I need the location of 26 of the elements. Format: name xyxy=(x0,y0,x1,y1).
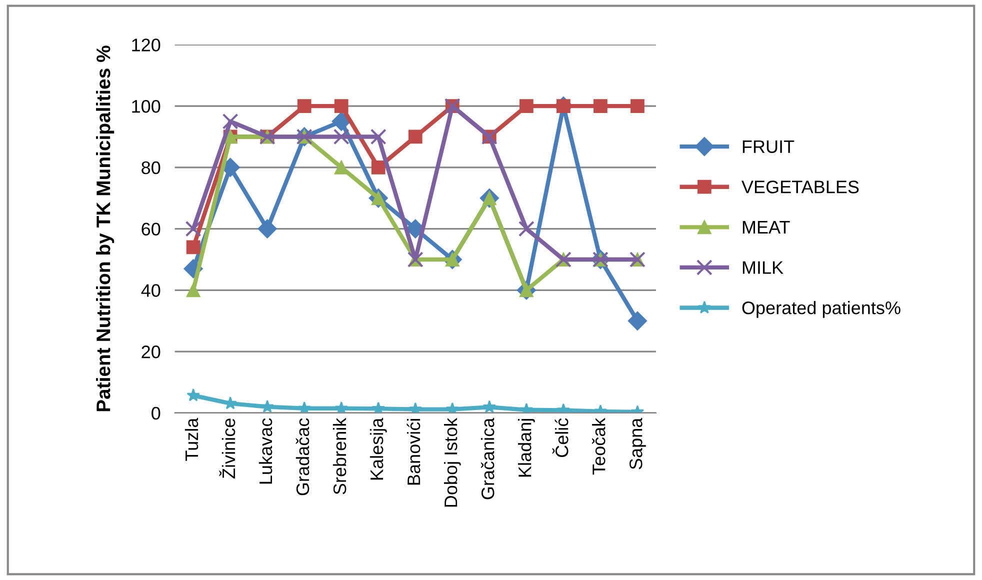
x-tick-label: Banovići xyxy=(406,419,420,485)
x-tick-label: Kalesija xyxy=(370,418,387,480)
x-tick-label: Gračanica xyxy=(480,418,494,500)
y-tick-label: 100 xyxy=(132,100,160,113)
x-tick-label: Živinice xyxy=(219,418,236,478)
x-tick-label: Doboj Istok xyxy=(444,418,461,507)
legend-label: Operated patients% xyxy=(742,301,900,318)
legend-label: FRUIT xyxy=(742,140,794,154)
y-tick-label: 0 xyxy=(152,406,160,420)
x-tick-label: Srebrenik xyxy=(332,418,346,494)
y-tick-label: 20 xyxy=(142,346,160,358)
x-tick-label: Lukavac xyxy=(258,418,272,484)
x-tick-label: Teočak xyxy=(592,418,606,475)
x-tick-label: Sapna xyxy=(630,418,646,470)
y-tick-label: 40 xyxy=(141,284,160,297)
legend-label: MILK xyxy=(742,261,784,274)
legend-label: VEGETABLES xyxy=(742,180,859,194)
legend-label: MEAT xyxy=(742,221,790,234)
y-tick-label: 120 xyxy=(132,38,160,52)
x-tick-label: Tuzla xyxy=(184,418,198,461)
y-tick-label: 60 xyxy=(142,222,160,236)
y-tick-label: 80 xyxy=(142,161,160,174)
x-tick-label: Čelić xyxy=(552,418,568,458)
x-tick-label: Kladanj xyxy=(518,419,535,477)
x-tick-label: Gradačac xyxy=(296,418,310,496)
y-axis-title: Patient Nutrition by TK Municipalities % xyxy=(96,46,114,412)
